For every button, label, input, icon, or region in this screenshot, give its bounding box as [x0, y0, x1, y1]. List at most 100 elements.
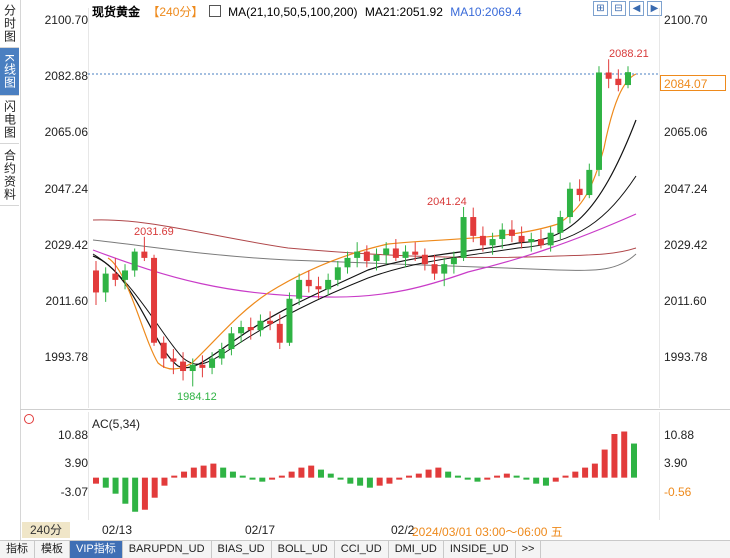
tab-indicators[interactable]: 指标 — [0, 541, 35, 558]
sidebar-item-timeshare[interactable]: 分时图 — [0, 0, 19, 48]
tab-more[interactable]: >> — [516, 541, 542, 558]
ac-bar — [161, 477, 168, 486]
ac-bar — [591, 463, 598, 478]
candle-body — [518, 235, 525, 243]
tab-templates[interactable]: 模板 — [35, 541, 70, 558]
ma-line-blue-fast — [92, 119, 637, 369]
ac-bar — [317, 469, 324, 478]
ac-bar — [269, 477, 276, 480]
sidebar-item-contract[interactable]: 合约资料 — [0, 144, 19, 206]
tab-barupdn[interactable]: BARUPDN_UD — [123, 541, 212, 558]
scroll-left-icon[interactable]: ◀ — [629, 1, 644, 16]
candle-body — [209, 358, 216, 368]
ac-bar — [200, 465, 207, 478]
scroll-right-icon[interactable]: ▶ — [647, 1, 662, 16]
ac-bar — [337, 477, 344, 480]
candle-body — [605, 72, 612, 79]
ac-bar — [229, 471, 236, 478]
candle-body — [305, 279, 312, 287]
tab-boll[interactable]: BOLL_UD — [272, 541, 335, 558]
ind-tick-right: -0.56 — [664, 485, 692, 499]
ma-line-black-slow — [92, 175, 637, 365]
ac-bar — [366, 477, 373, 488]
zoom-out-icon[interactable]: ⊟ — [611, 1, 626, 16]
ma-line-orange — [107, 73, 637, 370]
candle-body — [489, 239, 496, 246]
ac-bar — [298, 467, 305, 478]
zoom-in-icon[interactable]: ⊞ — [593, 1, 608, 16]
current-price-box: 2084.07 — [660, 75, 726, 91]
ma-icon[interactable] — [208, 5, 221, 17]
ac-bar — [376, 477, 383, 486]
period-label: 【240分】 — [147, 5, 204, 19]
candle-body — [392, 248, 399, 258]
tab-cci[interactable]: CCI_UD — [335, 541, 389, 558]
ac-bar — [112, 477, 119, 494]
candle-body — [441, 264, 448, 274]
pane-divider — [20, 409, 730, 410]
ac-bar — [513, 475, 520, 478]
y-tick-right: 2011.60 — [664, 294, 707, 308]
ac-bar — [621, 431, 628, 478]
y-tick-right: 1993.78 — [664, 350, 708, 364]
candle-body — [93, 270, 99, 293]
candle-body — [170, 358, 177, 362]
candle-body — [402, 251, 409, 258]
sidebar-item-kline[interactable]: K线图 — [0, 48, 19, 96]
ma-line-magenta — [92, 213, 637, 298]
candle-body — [228, 333, 235, 350]
ind-tick-right: 3.90 — [664, 456, 688, 470]
ma-line-brown — [92, 219, 637, 259]
y-tick-left: 2082.88 — [44, 69, 88, 83]
candle-body — [373, 254, 380, 262]
x-tick: 02/17 — [245, 523, 276, 537]
indicator-tabbar: 指标 模板 VIP指标 BARUPDN_UD BIAS_UD BOLL_UD C… — [0, 540, 730, 558]
tab-inside[interactable]: INSIDE_UD — [444, 541, 516, 558]
sidebar: 分时图 K线图 闪电图 合约资料 — [0, 0, 21, 540]
ac-bar — [220, 467, 227, 478]
x-tick: 02/13 — [102, 523, 133, 537]
candle-body — [460, 217, 467, 258]
ac-bar — [327, 473, 334, 478]
sun-icon[interactable] — [24, 414, 34, 424]
ma-params: MA(21,10,50,5,100,200) — [228, 5, 358, 19]
ac-bar — [415, 473, 422, 478]
ma10-value: MA10:2069.4 — [450, 5, 522, 19]
ind-tick-left: 10.88 — [57, 428, 88, 442]
ac-bar — [533, 477, 540, 484]
sidebar-item-flash[interactable]: 闪电图 — [0, 96, 19, 144]
ac-bar — [278, 475, 285, 478]
kline-chart[interactable]: 2088.21 2041.24 2031.69 1984.12 — [88, 8, 660, 408]
y-tick-left: 2029.42 — [44, 238, 88, 252]
candle-body — [528, 239, 535, 243]
ma-line-gray — [92, 239, 637, 271]
candle-body — [180, 361, 187, 372]
ac-bar — [259, 477, 266, 482]
ac-bar — [249, 477, 256, 480]
ac-bar — [445, 471, 452, 478]
ac-bar — [386, 477, 393, 484]
period-button[interactable]: 240分 — [22, 522, 70, 538]
ac-bar — [151, 477, 158, 498]
candle-body — [199, 364, 206, 368]
candle-body — [344, 257, 351, 268]
tab-bias[interactable]: BIAS_UD — [212, 541, 272, 558]
candle-body — [537, 239, 544, 246]
y-tick-right: 2029.42 — [664, 238, 708, 252]
candle-body — [334, 267, 341, 280]
y-tick-left: 1993.78 — [44, 350, 88, 364]
tab-vip-indicators[interactable]: VIP指标 — [70, 541, 123, 558]
ac-indicator-chart[interactable] — [88, 412, 660, 520]
y-tick-left: 2100.70 — [44, 13, 88, 27]
ac-bar — [562, 475, 569, 478]
candle-body — [257, 320, 264, 331]
ac-bar — [357, 477, 364, 486]
candle-body — [586, 169, 593, 196]
crosshair-date: 2024/03/01 03:00～06:00 五 — [412, 525, 563, 539]
tab-dmi[interactable]: DMI_UD — [389, 541, 444, 558]
ac-bar — [308, 465, 315, 478]
ac-bar — [181, 471, 188, 478]
candle-body — [354, 251, 361, 258]
ac-bar — [406, 475, 413, 478]
candle-body — [566, 188, 573, 218]
